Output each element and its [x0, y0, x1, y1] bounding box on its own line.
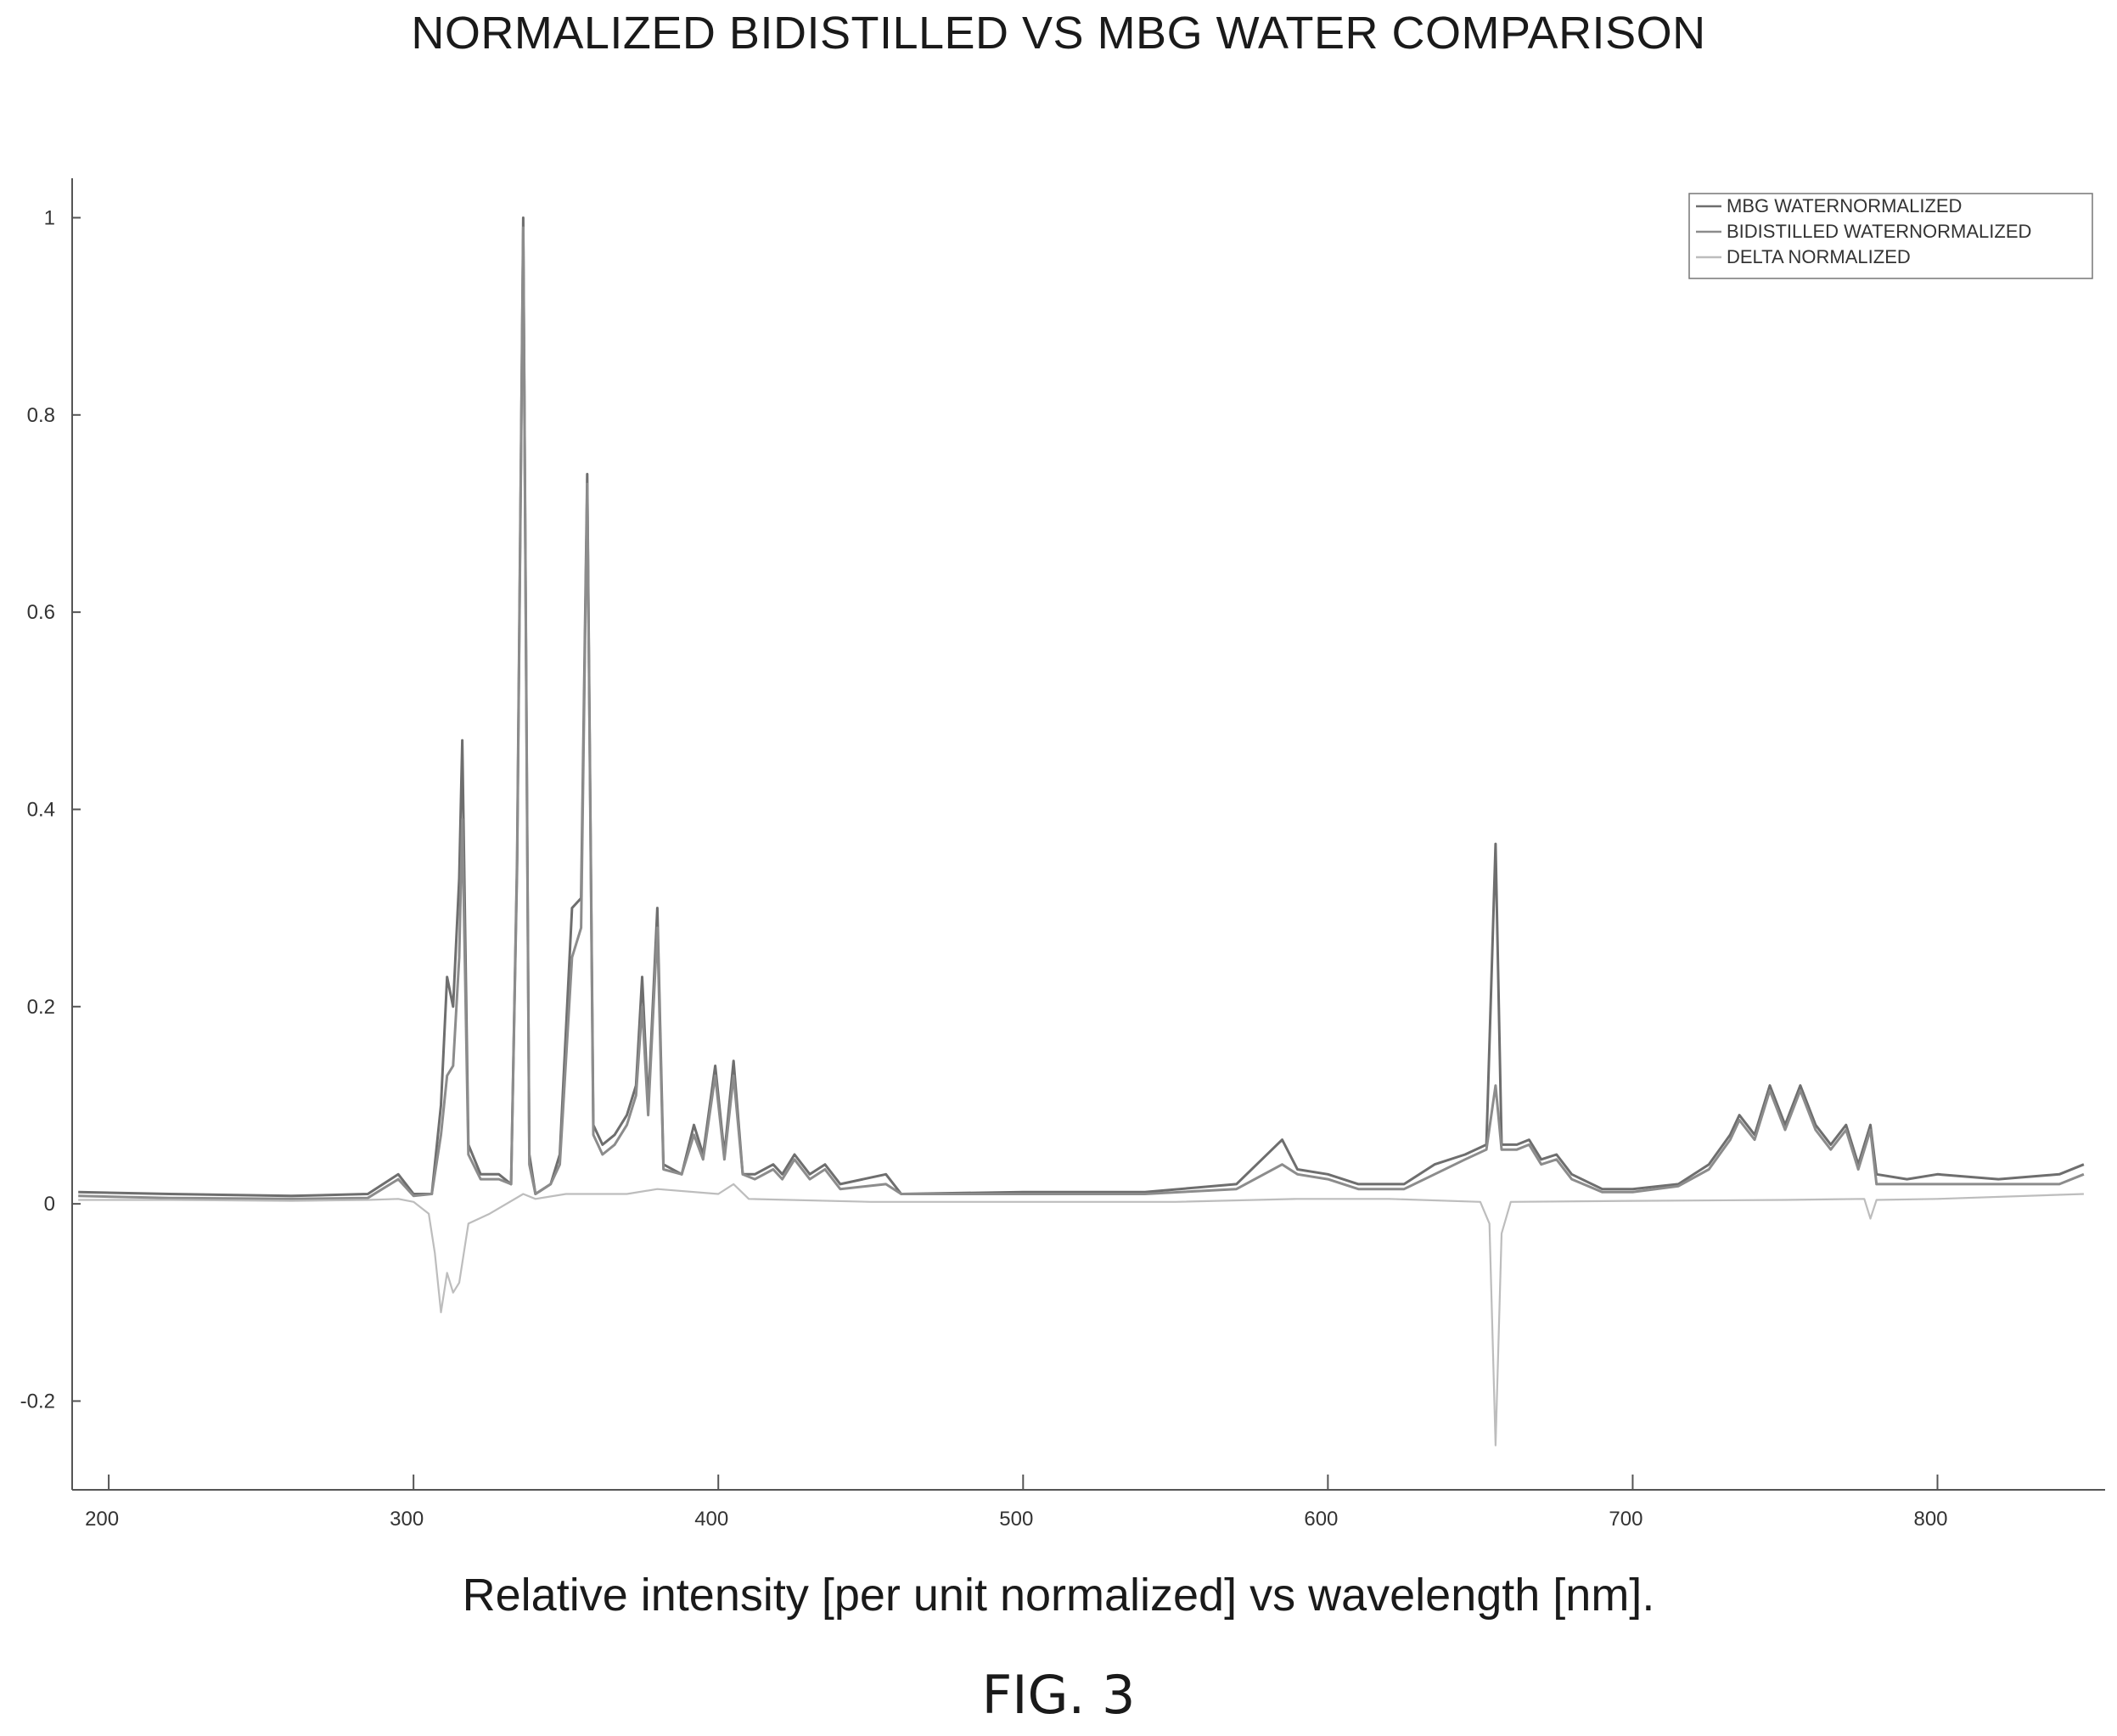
x-tick-label: 400: [694, 1508, 728, 1531]
x-tick-label: 600: [1304, 1508, 1338, 1531]
figure-label: FIG. 3: [981, 1664, 1136, 1726]
legend-box: [1688, 193, 2093, 279]
x-axis-label: Relative intensity [per unit normalized]…: [462, 1570, 1655, 1621]
chart-title: NORMALIZED BIDISTILLED VS MBG WATER COMP…: [411, 8, 1706, 59]
y-tick-label: 1: [44, 206, 55, 229]
y-tick-label: 0.8: [27, 404, 55, 427]
series-line-delta-normalized: [78, 1183, 2084, 1447]
x-tick-label: 200: [85, 1508, 119, 1531]
y-tick-label: -0.2: [20, 1390, 55, 1413]
legend-entry: BIDISTILLED WATERNORMALIZED: [1727, 221, 2031, 242]
x-tick-label: 500: [999, 1508, 1033, 1531]
tick-marks: 200 300 400 500 600 700 800 -0.2 0 0.2 0.4 0.6 0.8 1: [20, 206, 1948, 1531]
y-tick-label: 0.6: [27, 601, 55, 624]
series-line-bidistilled-waternormalized: [78, 226, 2085, 1200]
legend-entry: DELTA NORMALIZED: [1727, 246, 1911, 267]
axes: [71, 178, 2105, 1491]
series-line-mbg-waternormalized: [78, 216, 2085, 1198]
y-tick-label: 0.2: [27, 996, 55, 1019]
x-tick-label: 300: [390, 1508, 424, 1531]
x-tick-label: 800: [1913, 1508, 1947, 1531]
series-lines: [78, 216, 2085, 1447]
x-tick-label: 700: [1609, 1508, 1642, 1531]
legend-entry: MBG WATERNORMALIZED: [1727, 195, 1962, 216]
legend: MBG WATERNORMALIZED BIDISTILLED WATERNORM…: [1688, 193, 2093, 279]
y-tick-label: 0.4: [27, 798, 55, 821]
y-tick-label: 0: [44, 1193, 55, 1216]
